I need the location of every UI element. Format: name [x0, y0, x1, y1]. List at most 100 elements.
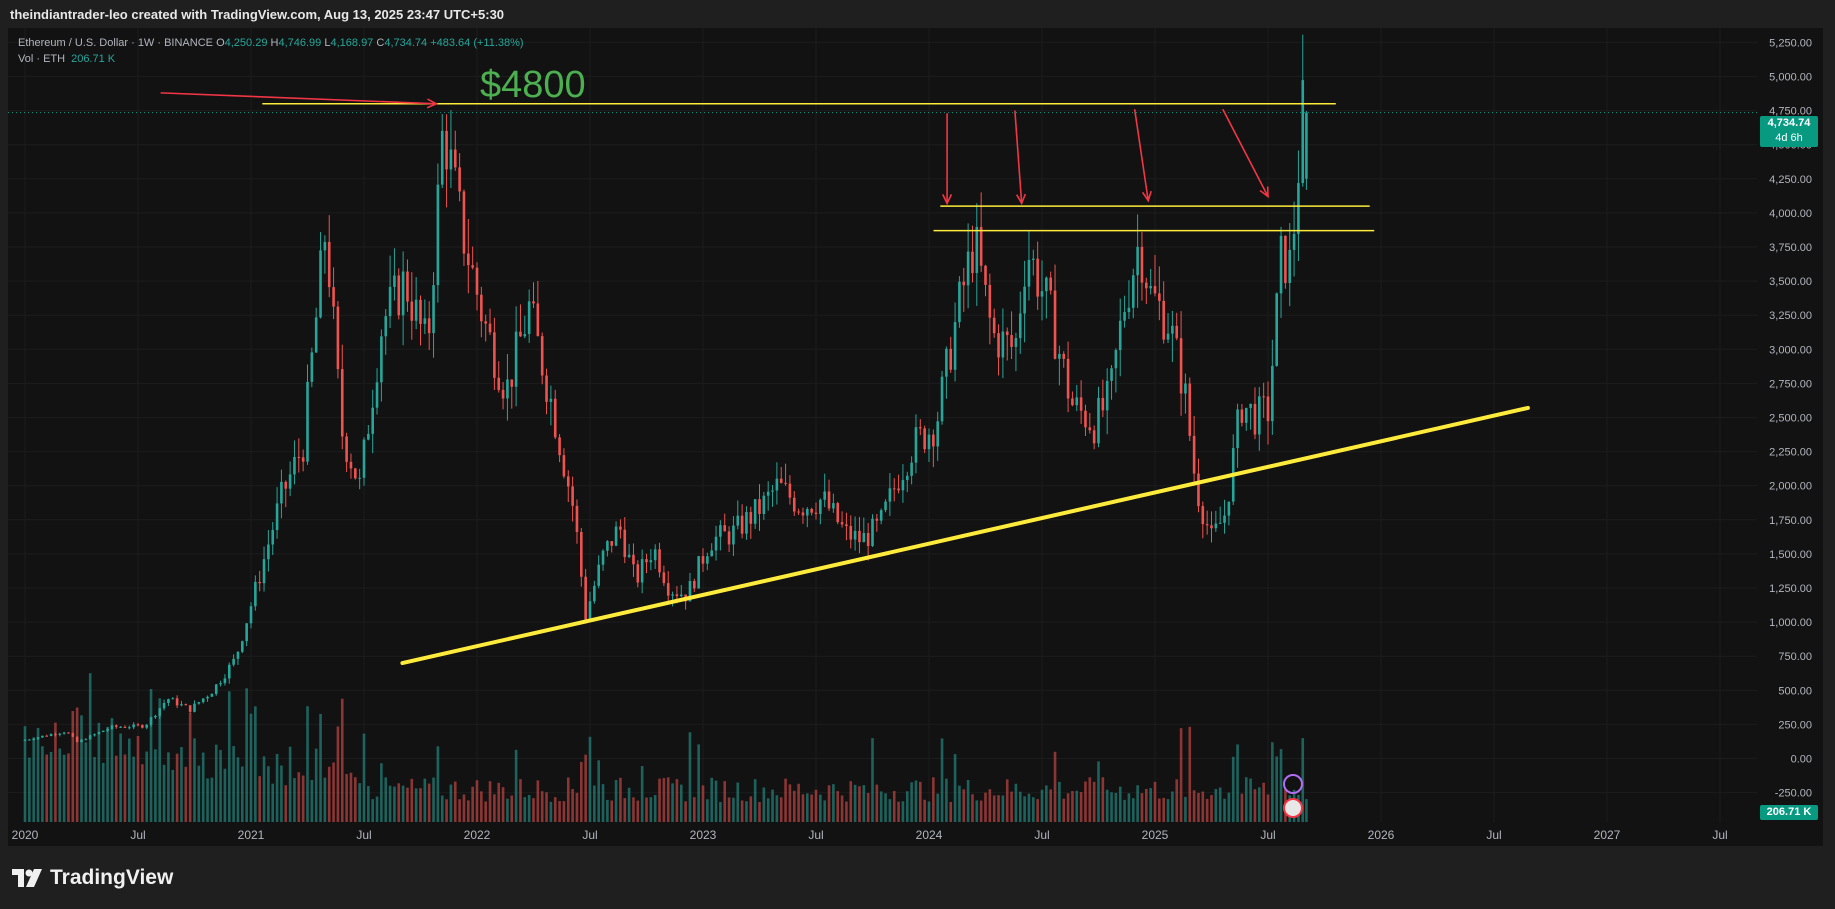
volume-bar [336, 726, 340, 822]
volume-bar [406, 787, 409, 822]
candle-body [984, 265, 987, 285]
candle-body [445, 130, 448, 170]
volume-bars [23, 673, 1308, 822]
volume-bar [1092, 781, 1096, 822]
volume-bar [706, 799, 709, 822]
candle-body [1192, 435, 1196, 474]
volume-bar [845, 801, 848, 822]
candle-body [1271, 365, 1274, 422]
symbol-name[interactable]: Ethereum / U.S. Dollar · 1W · BINANCE [18, 37, 213, 49]
candle-body [88, 735, 92, 740]
volume-bar [649, 797, 653, 822]
candle-body [175, 698, 179, 706]
event-icon [1283, 774, 1303, 794]
candle-body [1258, 396, 1261, 435]
volume-bar [453, 781, 457, 822]
candle-body [727, 531, 731, 545]
candle-body [362, 439, 366, 478]
volume-bar [327, 766, 331, 822]
volume-bar [1010, 791, 1013, 822]
arrow-head [426, 98, 439, 109]
candle-body [1084, 410, 1087, 428]
candle-body [701, 556, 705, 564]
volume-bar [566, 777, 570, 822]
candle-body [1045, 277, 1048, 292]
volume-bar [384, 777, 388, 822]
volume-bar [640, 766, 644, 822]
volume-bar [1249, 778, 1252, 822]
candle-body [388, 286, 392, 317]
volume-bar [1123, 799, 1126, 822]
volume-bar [719, 801, 722, 822]
candle-body [501, 389, 505, 399]
volume-bar [558, 801, 561, 822]
candle-body [1284, 235, 1287, 284]
volume-bar [619, 777, 622, 822]
candle-body [792, 497, 796, 512]
volume-bar [897, 801, 900, 822]
volume-bar [393, 786, 396, 822]
volume-bar [949, 801, 953, 822]
volume-bar [1058, 781, 1061, 822]
candles [23, 34, 1308, 743]
volume-bar [367, 786, 370, 822]
volume-bar [536, 780, 540, 822]
volume-bar [345, 774, 348, 822]
volume-bar [93, 757, 96, 822]
volume-value: 206.71 K [71, 53, 116, 65]
candle-body [1253, 403, 1257, 435]
volume-bar [775, 795, 779, 822]
volume-bar [227, 691, 231, 822]
candle-body [49, 734, 53, 736]
volume-bar [375, 796, 379, 822]
volume-bar [1158, 798, 1161, 822]
price-tick-label: 2,750.00 [1769, 378, 1812, 390]
volume-bar [1266, 794, 1270, 822]
volume-bar [310, 779, 314, 822]
candle-body [1171, 325, 1174, 334]
candle-body [410, 301, 414, 321]
candle-body [1297, 183, 1300, 234]
volume-bar [223, 768, 227, 822]
candle-body [1214, 523, 1218, 529]
candle-body [671, 594, 674, 596]
volume-bar [371, 799, 374, 822]
volume-bar [675, 779, 679, 822]
candle-body [1027, 259, 1031, 287]
volume-bar [114, 755, 118, 822]
candle-body [1062, 353, 1066, 359]
candle-body [1114, 350, 1118, 369]
volume-bar [836, 791, 840, 822]
candle-body [184, 704, 188, 706]
candle-body [484, 321, 487, 324]
chart-grid [8, 28, 1757, 822]
time-tick-label: 2021 [238, 828, 265, 842]
volume-bar [41, 746, 44, 822]
time-axis: 2020 Jul 2021 Jul 2022 Jul 2023 Jul 2024 Jul 2025 J… [12, 828, 1728, 842]
volume-bar [397, 783, 401, 822]
candle-body [571, 486, 574, 506]
candle-body [158, 708, 162, 716]
volume-bar [1018, 791, 1022, 822]
candle-body [1092, 430, 1096, 444]
volume-bar [158, 698, 162, 822]
candle-body [1131, 275, 1135, 308]
candle-body [527, 301, 531, 335]
volume-bar [797, 783, 800, 822]
candle-body [862, 532, 866, 543]
candle-body [506, 379, 509, 399]
chart-legend: Ethereum / U.S. Dollar · 1W · BINANCE O4… [18, 35, 524, 67]
volume-bar [745, 801, 748, 822]
candle-body [640, 559, 644, 583]
volume-bar [306, 706, 309, 822]
volume-label[interactable]: Vol · ETH [18, 53, 66, 65]
time-tick-label: Jul [1034, 828, 1049, 842]
volume-bar [1127, 793, 1131, 822]
volume-bar [23, 726, 27, 822]
tradingview-logo[interactable]: TradingView [12, 866, 173, 890]
volume-bar [988, 789, 992, 822]
candle-body [1105, 380, 1109, 411]
volume-bar [810, 794, 813, 822]
candle-body [1175, 325, 1179, 339]
